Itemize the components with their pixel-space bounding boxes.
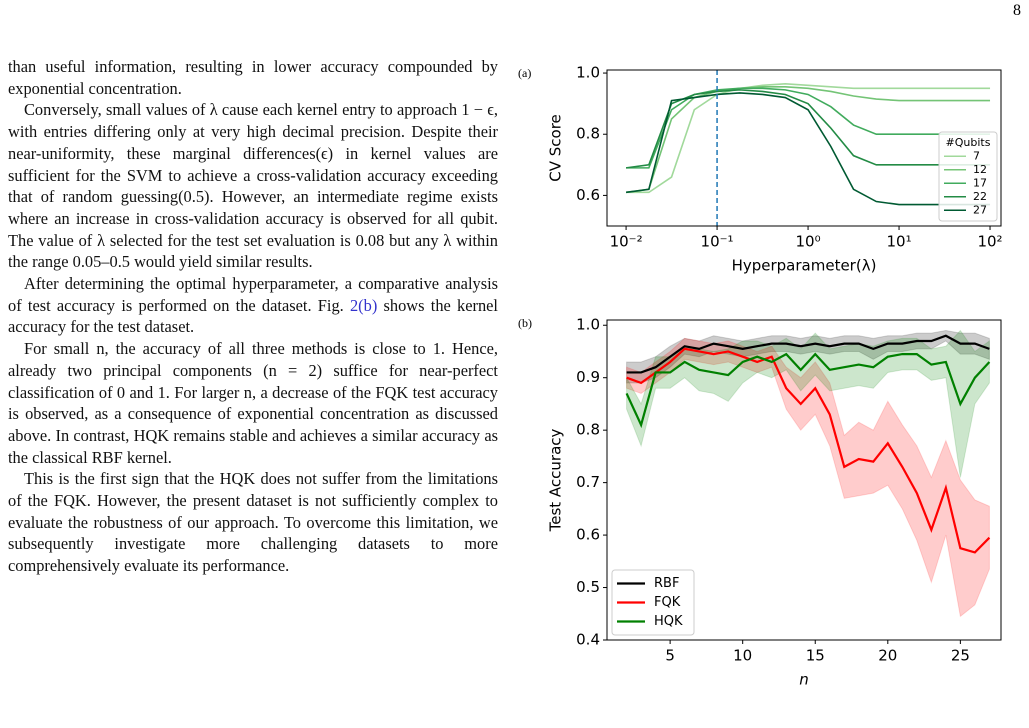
y-tick-label: 0.8 — [576, 125, 600, 143]
y-tick-label: 1.0 — [576, 316, 600, 334]
legend-label: FQK — [654, 595, 681, 610]
x-tick-label: 10⁻¹ — [701, 233, 734, 251]
y-tick-label: 0.4 — [576, 631, 600, 649]
y-tick-label: 1.0 — [576, 64, 600, 82]
y-axis-label: CV Score — [547, 114, 565, 182]
legend-label: 12 — [973, 163, 987, 176]
y-tick-label: 0.6 — [576, 186, 600, 204]
axes-frame — [606, 319, 1002, 641]
y-tick-label: 0.6 — [576, 526, 600, 544]
x-tick-label: 10¹ — [886, 233, 911, 251]
series-line — [626, 334, 990, 374]
legend-label: 17 — [973, 176, 987, 189]
series-line — [625, 86, 991, 194]
paragraph: than useful information, resulting in lo… — [8, 57, 498, 98]
x-tick-label: 10 — [733, 647, 752, 665]
x-tick-label: 10⁰ — [796, 233, 821, 251]
legend-label: 27 — [973, 203, 987, 216]
legend-box — [611, 569, 695, 636]
text: After determining the optimal hyperparam… — [8, 274, 498, 315]
legend-label: 22 — [973, 190, 987, 203]
panel-label: (b) — [518, 316, 532, 330]
y-tick-label: 0.7 — [576, 473, 600, 491]
y-tick-label: 0.9 — [576, 368, 600, 386]
series-line — [626, 82, 991, 194]
y-tick-label: 0.8 — [576, 421, 600, 439]
x-tick-label: 25 — [951, 647, 970, 665]
y-tick-label: 0.5 — [576, 578, 600, 596]
x-tick-label: 5 — [665, 647, 675, 665]
series-line — [625, 92, 991, 206]
y-axis-label: Test Accuracy — [547, 428, 565, 532]
legend-title: #Qubits — [946, 136, 991, 149]
paragraph: For small n, the accuracy of all three m… — [8, 339, 498, 467]
x-tick-label: 20 — [878, 647, 897, 665]
x-tick-label: 10² — [977, 233, 1002, 251]
paragraph: This is the first sign that the HQK does… — [8, 469, 498, 576]
x-tick-label: 10⁻² — [610, 233, 643, 251]
x-axis-label: n — [799, 671, 809, 689]
legend-box — [938, 131, 998, 222]
figure-link[interactable]: 2(b) — [349, 295, 378, 315]
legend-label: 7 — [973, 149, 980, 162]
x-axis-label: Hyperparameter(λ) — [732, 257, 877, 275]
legend-label: RBF — [654, 576, 679, 591]
legend-label: HQK — [654, 614, 683, 629]
series-line — [626, 347, 991, 554]
body-text: than useful information, resulting in lo… — [8, 56, 498, 577]
series-line — [625, 89, 991, 169]
error-band — [626, 329, 990, 478]
page-number: 8 — [1013, 2, 1021, 19]
x-tick-label: 15 — [806, 647, 825, 665]
paragraph: Conversely, small values of λ cause each… — [8, 100, 498, 272]
text: shows the kernel accuracy for the test d… — [8, 295, 498, 337]
axes-frame — [606, 69, 1002, 227]
panel-label: (a) — [518, 66, 531, 80]
paragraph: After determining the optimal hyperparam… — [8, 273, 498, 338]
series-line — [626, 87, 991, 169]
series-line — [625, 352, 991, 429]
